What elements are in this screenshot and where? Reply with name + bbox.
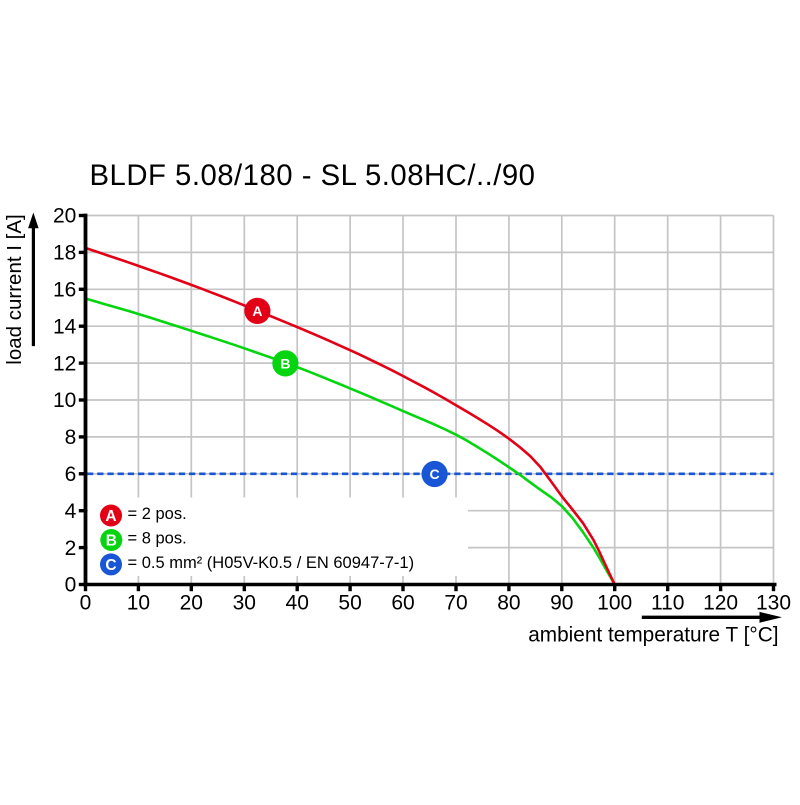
- svg-text:= 2 pos.: = 2 pos.: [128, 505, 187, 523]
- svg-text:4: 4: [65, 500, 77, 523]
- svg-text:A: A: [252, 303, 262, 319]
- svg-text:30: 30: [233, 592, 256, 615]
- svg-text:20: 20: [180, 592, 203, 615]
- svg-text:100: 100: [597, 592, 632, 615]
- svg-text:130: 130: [756, 592, 791, 615]
- svg-text:110: 110: [651, 592, 684, 615]
- svg-text:10: 10: [127, 592, 150, 615]
- svg-text:8: 8: [65, 426, 77, 449]
- svg-text:ambient temperature T [°C]: ambient temperature T [°C]: [528, 623, 778, 646]
- svg-text:20: 20: [53, 205, 76, 228]
- svg-text:= 0.5 mm² (H05V-K0.5 / EN 6094: = 0.5 mm² (H05V-K0.5 / EN 60947-7-1): [128, 554, 415, 572]
- svg-text:BLDF 5.08/180 - SL 5.08HC/../9: BLDF 5.08/180 - SL 5.08HC/../90: [90, 159, 536, 192]
- svg-text:A: A: [105, 508, 116, 525]
- svg-text:C: C: [105, 557, 116, 574]
- svg-text:16: 16: [53, 279, 76, 302]
- svg-text:C: C: [430, 466, 440, 482]
- svg-text:6: 6: [65, 463, 77, 486]
- svg-text:90: 90: [550, 592, 573, 615]
- svg-text:12: 12: [53, 352, 76, 375]
- svg-text:40: 40: [286, 592, 309, 615]
- svg-text:2: 2: [65, 537, 77, 560]
- svg-text:0: 0: [80, 592, 92, 615]
- svg-text:B: B: [280, 355, 290, 371]
- svg-text:= 8 pos.: = 8 pos.: [128, 530, 187, 548]
- svg-text:60: 60: [391, 592, 414, 615]
- svg-text:10: 10: [53, 389, 76, 412]
- svg-text:load current I [A]: load current I [A]: [3, 214, 26, 364]
- svg-text:14: 14: [53, 315, 77, 338]
- svg-text:80: 80: [497, 592, 520, 615]
- svg-text:0: 0: [65, 574, 77, 597]
- svg-text:70: 70: [444, 592, 467, 615]
- svg-text:B: B: [106, 533, 117, 550]
- svg-text:50: 50: [338, 592, 361, 615]
- svg-text:18: 18: [53, 242, 76, 265]
- svg-text:120: 120: [703, 592, 738, 615]
